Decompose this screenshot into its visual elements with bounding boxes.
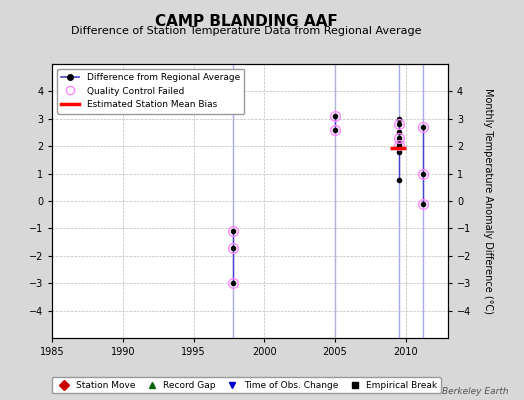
- Legend: Station Move, Record Gap, Time of Obs. Change, Empirical Break: Station Move, Record Gap, Time of Obs. C…: [51, 377, 441, 394]
- Text: CAMP BLANDING AAF: CAMP BLANDING AAF: [155, 14, 337, 29]
- Y-axis label: Monthly Temperature Anomaly Difference (°C): Monthly Temperature Anomaly Difference (…: [483, 88, 493, 314]
- Legend: Difference from Regional Average, Quality Control Failed, Estimated Station Mean: Difference from Regional Average, Qualit…: [57, 68, 245, 114]
- Text: Difference of Station Temperature Data from Regional Average: Difference of Station Temperature Data f…: [71, 26, 421, 36]
- Text: Berkeley Earth: Berkeley Earth: [442, 387, 508, 396]
